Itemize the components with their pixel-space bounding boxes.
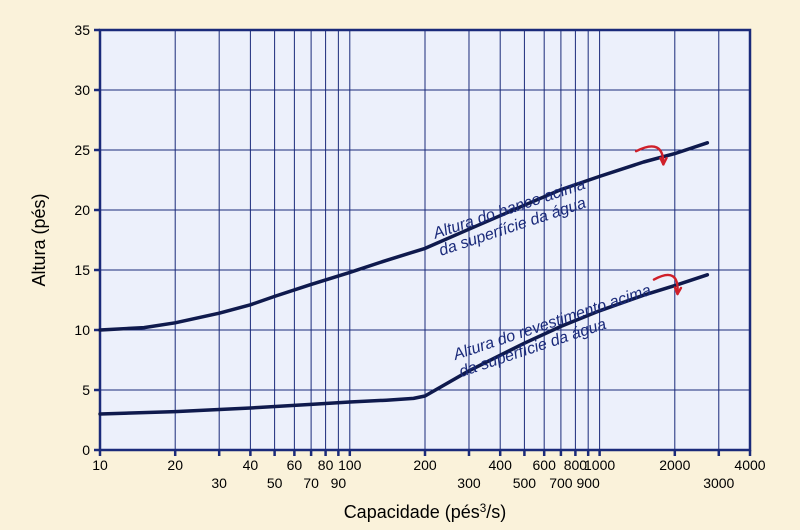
svg-text:3000: 3000 [703, 475, 734, 491]
svg-text:70: 70 [303, 475, 319, 491]
svg-text:500: 500 [513, 475, 537, 491]
svg-text:10: 10 [92, 457, 108, 473]
svg-text:2000: 2000 [659, 457, 690, 473]
svg-text:Altura (pés): Altura (pés) [29, 193, 49, 286]
svg-text:30: 30 [74, 82, 90, 98]
svg-text:300: 300 [457, 475, 481, 491]
svg-text:600: 600 [533, 457, 557, 473]
svg-text:20: 20 [74, 202, 90, 218]
chart-container: { "chart": { "type": "line", "background… [0, 0, 800, 530]
svg-text:20: 20 [167, 457, 183, 473]
svg-text:700: 700 [549, 475, 573, 491]
svg-text:200: 200 [413, 457, 437, 473]
svg-text:15: 15 [74, 262, 90, 278]
svg-text:90: 90 [331, 475, 347, 491]
chart-svg: 0 5 10 15 20 25 30 35 Altura (pés) 10 20 40 60 80100 2… [0, 0, 800, 530]
svg-text:35: 35 [74, 22, 90, 38]
svg-text:100: 100 [338, 457, 362, 473]
svg-text:10: 10 [74, 322, 90, 338]
svg-text:30: 30 [211, 475, 227, 491]
svg-text:25: 25 [74, 142, 90, 158]
svg-text:80: 80 [318, 457, 334, 473]
svg-text:60: 60 [287, 457, 303, 473]
svg-text:4000: 4000 [734, 457, 765, 473]
svg-text:0: 0 [82, 442, 90, 458]
svg-text:50: 50 [267, 475, 283, 491]
svg-text:5: 5 [82, 382, 90, 398]
svg-text:Capacidade (pés3/s): Capacidade (pés3/s) [344, 502, 507, 523]
svg-text:40: 40 [243, 457, 259, 473]
svg-text:1000: 1000 [584, 457, 615, 473]
svg-text:400: 400 [489, 457, 513, 473]
svg-text:900: 900 [576, 475, 600, 491]
